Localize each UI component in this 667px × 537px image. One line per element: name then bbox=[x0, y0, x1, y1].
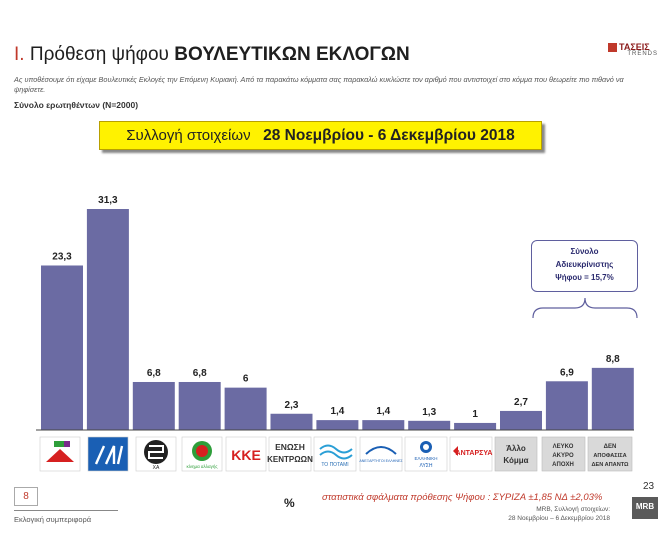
value-label-13: 8,8 bbox=[606, 354, 620, 365]
tasies-logo: ΤΑΣΕΙΣ TRENDS bbox=[608, 42, 658, 62]
value-label-8: 1,4 bbox=[376, 406, 390, 417]
value-label-4: 6,8 bbox=[193, 368, 207, 379]
section-number: I. bbox=[14, 44, 25, 65]
potami-logo-text: ΤΟ ΠΟΤΑΜΙ bbox=[321, 462, 348, 468]
allo-komma-box: Άλλο Κόμμα bbox=[494, 436, 538, 472]
bar-10 bbox=[454, 422, 497, 430]
allo-line-1: Άλλο bbox=[506, 444, 526, 453]
syriza-logo-icon bbox=[39, 436, 81, 472]
party-logos: ΧΑ κίνημα αλλαγής ΚΚΕ ΕΝΩΣΗ ΚΕΝΤΡΩΩΝ ΤΟ … bbox=[39, 436, 633, 472]
den-line-3: ΔΕΝ ΑΠΑΝΤΩ bbox=[591, 462, 629, 468]
callout-line-3: Ψήφου = 15,7% bbox=[555, 273, 614, 282]
period-prefix: Συλλογή στοιχείων bbox=[126, 127, 251, 144]
lefko-akyro-box: ΛΕΥΚΟ ΑΚΥΡΟ ΑΠΟΧΗ bbox=[541, 436, 586, 472]
title-part-a: Πρόθεση ψήφου bbox=[29, 44, 169, 65]
bar-3 bbox=[132, 381, 175, 430]
bar-11 bbox=[500, 410, 542, 430]
tasies-logo-name: ΤΑΣΕΙΣ bbox=[619, 42, 650, 52]
antarsya-logo-icon: ΑΝΤΑΡΣΥΑ bbox=[449, 436, 493, 472]
mrb-logo: MRB bbox=[632, 497, 658, 519]
enosi-kentroon-logo-icon: ΕΝΩΣΗ ΚΕΝΤΡΩΩΝ bbox=[267, 436, 313, 472]
statistical-errors-note: στατιστικά σφάλματα πρόθεσης Ψήφου : ΣΥΡ… bbox=[322, 492, 603, 503]
xa-logo-text: ΧΑ bbox=[153, 465, 160, 471]
bar-5 bbox=[224, 387, 267, 430]
den-line-2: ΑΠΟΦΑΣΙΣΑ bbox=[593, 453, 626, 459]
allo-line-2: Κόμμα bbox=[503, 456, 528, 465]
footer-section-label: Εκλογική συμπεριφορά bbox=[14, 515, 92, 524]
question-text: Ας υποθέσουμε ότι είχαμε Βουλευτικές Εκλ… bbox=[14, 75, 624, 94]
callout-brace bbox=[532, 297, 638, 319]
value-label-3: 6,8 bbox=[147, 368, 161, 379]
lefko-line-3: ΑΠΟΧΗ bbox=[552, 462, 574, 468]
kke-logo-icon: ΚΚΕ bbox=[225, 436, 267, 472]
value-label-10: 1 bbox=[472, 409, 478, 420]
elliniki-lysi-logo-icon: ΕΛΛΗΝΙΚΗ ΛΥΣΗ bbox=[404, 436, 448, 472]
value-label-2: 31,3 bbox=[98, 195, 118, 206]
value-label-1: 23,3 bbox=[52, 251, 72, 262]
tasies-mark-icon bbox=[608, 42, 617, 52]
value-label-7: 1,4 bbox=[330, 406, 344, 417]
kinal-logo-text: κίνημα αλλαγής bbox=[186, 463, 218, 469]
sample-size: Σύνολο ερωτηθέντων (N=2000) bbox=[14, 100, 139, 110]
bar-13 bbox=[591, 367, 634, 430]
bar-9 bbox=[408, 420, 451, 430]
value-label-12: 6,9 bbox=[560, 367, 574, 378]
callout-line-2: Αδιευκρίνιστης bbox=[555, 260, 614, 269]
percent-sign: % bbox=[284, 496, 295, 510]
tasies-logo-sub: TRENDS bbox=[627, 51, 658, 57]
collection-line-1: MRB, Συλλογή στοιχείων: bbox=[536, 506, 610, 513]
callout-line-1: Σύνολο bbox=[570, 247, 599, 256]
footer-divider bbox=[14, 510, 118, 511]
den-apofasisa-box: ΔΕΝ ΑΠΟΦΑΣΙΣΑ ΔΕΝ ΑΠΑΝΤΩ bbox=[587, 436, 633, 472]
bar-2 bbox=[86, 209, 129, 430]
bar-7 bbox=[316, 420, 359, 430]
xa-logo-icon: ΧΑ bbox=[135, 436, 177, 472]
lefko-line-1: ΛΕΥΚΟ bbox=[553, 444, 574, 450]
ellisi-logo-line-2: ΛΥΣΗ bbox=[419, 463, 432, 469]
value-label-5: 6 bbox=[243, 374, 249, 385]
bars-group bbox=[41, 209, 634, 430]
bar-1 bbox=[41, 265, 83, 430]
period-dates: 28 Νοεμβρίου - 6 Δεκεμβρίου 2018 bbox=[263, 127, 515, 144]
den-line-1: ΔΕΝ bbox=[604, 444, 617, 450]
lefko-line-2: ΑΚΥΡΟ bbox=[552, 453, 574, 459]
value-label-6: 2,3 bbox=[285, 400, 299, 411]
bar-8 bbox=[362, 420, 405, 430]
antarsya-logo-text: ΑΝΤΑΡΣΥΑ bbox=[456, 450, 493, 457]
undecided-callout: Σύνολο Αδιευκρίνιστης Ψήφου = 15,7% bbox=[531, 240, 638, 292]
bar-6 bbox=[270, 413, 313, 430]
enosi-logo-line-1: ΕΝΩΣΗ bbox=[275, 442, 305, 452]
value-label-11: 2,7 bbox=[514, 397, 528, 408]
value-label-9: 1,3 bbox=[422, 407, 436, 418]
title-part-b: ΒΟΥΛΕΥΤΙΚΩΝ ΕΚΛΟΓΩΝ bbox=[174, 44, 410, 65]
value-labels-group: 23,3 31,3 6,8 6,8 6 2,3 1,4 1,4 1,3 1 2,7 6,9 8,8 bbox=[52, 195, 620, 420]
page-number: 23 bbox=[643, 481, 655, 492]
nd-logo-icon bbox=[87, 436, 129, 472]
footer-page-box: 8 bbox=[14, 487, 38, 506]
footer-collection: MRB, Συλλογή στοιχείων: 28 Νοεμβρίου – 6… bbox=[470, 505, 610, 523]
anel-logo-icon: ΑΝΕΞΑΡΤΗΤΟΙ ΕΛΛΗΝΕΣ bbox=[359, 436, 403, 472]
kinal-logo-icon: κίνημα αλλαγής bbox=[181, 436, 223, 472]
enosi-logo-line-2: ΚΕΝΤΡΩΩΝ bbox=[267, 455, 313, 464]
page-title: I. Πρόθεση ψήφου ΒΟΥΛΕΥΤΙΚΩΝ ΕΚΛΟΓΩΝ bbox=[14, 44, 410, 66]
ellisi-logo-line-1: ΕΛΛΗΝΙΚΗ bbox=[414, 456, 437, 461]
bar-12 bbox=[545, 381, 588, 430]
anel-logo-text: ΑΝΕΞΑΡΤΗΤΟΙ ΕΛΛΗΝΕΣ bbox=[359, 459, 403, 463]
collection-line-2: 28 Νοεμβρίου – 6 Δεκεμβρίου 2018 bbox=[508, 515, 610, 522]
kke-logo-text: ΚΚΕ bbox=[231, 447, 261, 463]
collection-period-banner: Συλλογή στοιχείων 28 Νοεμβρίου - 6 Δεκεμ… bbox=[99, 121, 542, 150]
potami-logo-icon: ΤΟ ΠΟΤΑΜΙ bbox=[313, 436, 357, 472]
bar-4 bbox=[178, 381, 221, 430]
